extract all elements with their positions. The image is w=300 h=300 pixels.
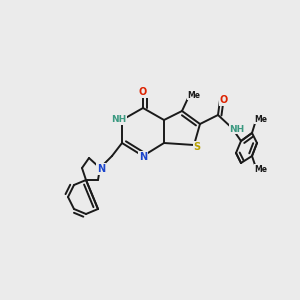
- Text: NH: NH: [230, 124, 244, 134]
- Text: N: N: [139, 152, 147, 162]
- Text: N: N: [97, 164, 105, 174]
- Text: Me: Me: [254, 115, 268, 124]
- Text: O: O: [139, 87, 147, 97]
- Text: O: O: [220, 95, 228, 105]
- Text: Me: Me: [188, 91, 200, 100]
- Text: Me: Me: [254, 164, 268, 173]
- Text: NH: NH: [111, 116, 127, 124]
- Text: S: S: [194, 142, 201, 152]
